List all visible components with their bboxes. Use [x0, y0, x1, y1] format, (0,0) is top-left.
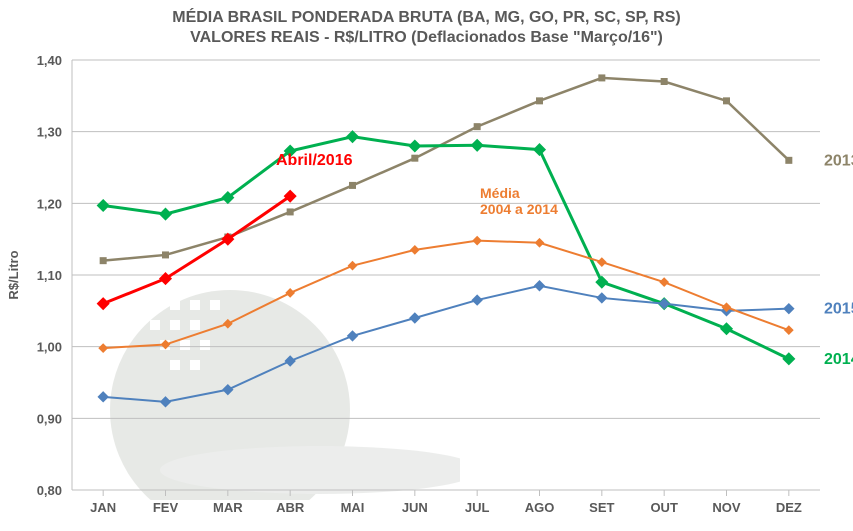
x-tick-label: FEV — [153, 500, 179, 515]
data-marker — [347, 131, 359, 143]
y-axis-label: R$/Litro — [6, 250, 21, 299]
series-label-s2013: 2013 — [824, 152, 853, 169]
chart-container: MÉDIA BRASIL PONDERADA BRUTA (BA, MG, GO… — [0, 0, 853, 531]
data-marker — [350, 182, 356, 188]
series-line-sMedia — [103, 241, 789, 349]
y-tick-label: 1,10 — [37, 268, 62, 283]
data-marker — [287, 209, 293, 215]
annotation: Abril/2016 — [276, 152, 353, 169]
chart-title-line1: MÉDIA BRASIL PONDERADA BRUTA (BA, MG, GO… — [172, 9, 680, 26]
data-marker — [786, 157, 792, 163]
x-tick-label: NOV — [712, 500, 741, 515]
data-marker — [412, 155, 418, 161]
data-marker — [599, 75, 605, 81]
data-marker — [99, 344, 107, 352]
y-tick-label: 1,40 — [37, 53, 62, 68]
data-marker — [160, 208, 172, 220]
data-marker — [661, 79, 667, 85]
chart-title-line2: VALORES REAIS - R$/LITRO (Deflacionados … — [190, 29, 663, 46]
data-marker — [348, 262, 356, 270]
data-marker — [473, 236, 481, 244]
x-tick-label: JAN — [90, 500, 116, 515]
y-tick-label: 1,30 — [37, 125, 62, 140]
x-tick-label: MAR — [213, 500, 243, 515]
data-marker — [100, 258, 106, 264]
x-tick-label: SET — [589, 500, 614, 515]
data-marker — [596, 276, 608, 288]
x-tick-label: JUN — [402, 500, 428, 515]
data-marker — [286, 289, 294, 297]
data-marker — [224, 320, 232, 328]
data-marker — [472, 295, 482, 305]
data-marker — [660, 278, 668, 286]
series-line-s2015 — [103, 286, 789, 402]
y-tick-label: 1,20 — [37, 196, 62, 211]
data-marker — [598, 258, 606, 266]
data-marker — [285, 356, 295, 366]
data-marker — [535, 281, 545, 291]
series-line-s2013 — [103, 78, 789, 261]
data-marker — [474, 124, 480, 130]
annotation: 2004 a 2014 — [480, 201, 558, 217]
x-tick-label: OUT — [650, 500, 678, 515]
data-marker — [537, 98, 543, 104]
data-marker — [223, 385, 233, 395]
x-tick-label: ABR — [276, 500, 305, 515]
series-line-s2014 — [103, 137, 789, 359]
y-tick-label: 0,90 — [37, 411, 62, 426]
data-marker — [784, 304, 794, 314]
data-marker — [410, 313, 420, 323]
data-marker — [785, 326, 793, 334]
series-label-s2014: 2014 — [824, 351, 853, 368]
data-marker — [161, 397, 171, 407]
x-tick-label: JUL — [465, 500, 490, 515]
data-marker — [98, 392, 108, 402]
data-marker — [161, 340, 169, 348]
data-marker — [721, 323, 733, 335]
data-marker — [409, 140, 421, 152]
data-marker — [724, 98, 730, 104]
data-marker — [659, 299, 669, 309]
x-tick-label: AGO — [525, 500, 555, 515]
annotation: Média — [480, 185, 520, 201]
data-marker — [348, 331, 358, 341]
data-marker — [471, 139, 483, 151]
series-label-s2015: 2015 — [824, 301, 853, 318]
data-marker — [534, 144, 546, 156]
data-marker — [597, 293, 607, 303]
data-marker — [163, 252, 169, 258]
data-marker — [97, 298, 109, 310]
series-line-s2016 — [103, 196, 290, 304]
data-marker — [783, 353, 795, 365]
data-marker — [97, 200, 109, 212]
data-marker — [535, 239, 543, 247]
x-tick-label: DEZ — [776, 500, 802, 515]
x-tick-label: MAI — [341, 500, 365, 515]
chart-svg: 0,80 0,90 1,00 1,10 1,20 1,30 1,40 R$/Litro JAN F… — [0, 48, 853, 531]
chart-title: MÉDIA BRASIL PONDERADA BRUTA (BA, MG, GO… — [0, 0, 853, 48]
data-marker — [411, 246, 419, 254]
y-tick-label: 1,00 — [37, 340, 62, 355]
y-tick-label: 0,80 — [37, 483, 62, 498]
